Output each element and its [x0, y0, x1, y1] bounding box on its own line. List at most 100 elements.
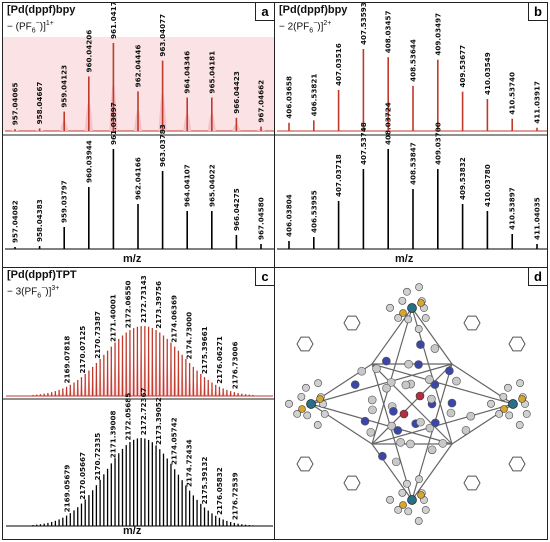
b-sim-peak-label: 407.03718	[334, 154, 343, 197]
b-exp-peak-label: 411.03917	[533, 81, 542, 124]
a-exp-peak-label: 963.04077	[158, 14, 167, 57]
d-bond	[371, 363, 514, 405]
d-p-atom	[316, 395, 324, 403]
a-exp-peak-label: 961.04171	[109, 3, 118, 39]
d-atom	[320, 410, 329, 418]
d-atom	[427, 445, 437, 455]
d-p-atom	[298, 405, 306, 413]
c-exp-peak-label: 2176.06271	[215, 336, 224, 384]
d-phenyl-ring	[508, 336, 526, 352]
d-atom	[461, 425, 471, 435]
b-exp-peak-label: 406.53821	[309, 74, 318, 117]
d-p-atom	[518, 395, 526, 403]
d-metal-atom	[407, 303, 417, 313]
c-exp-peak-label: 2171.40001	[108, 294, 117, 342]
panel-b: 406.03658 406.53821 407.03516 407.53593 408.…	[274, 2, 548, 268]
panel-c: 2169.07818 2170.07125 2170.73387 2171.40001…	[2, 267, 275, 540]
d-atom	[396, 438, 405, 447]
a-exp-peak-label: 962.04446	[134, 45, 143, 88]
b-exp-peak-label: 407.53593	[359, 3, 368, 45]
a-exp-peak-label: 967.04662	[257, 80, 266, 123]
d-atom	[398, 488, 407, 497]
a-sim-peak-label: 959.03797	[60, 180, 69, 223]
c-exp-peak-label: 2174.73000	[185, 312, 194, 360]
a-sim-peak-label: 965.04022	[207, 164, 216, 207]
d-p-atom	[399, 501, 407, 509]
c-exp-peak-label: 2169.07818	[63, 336, 72, 384]
c-exp-peak-label: 2176.73006	[231, 342, 240, 390]
panel-a-letter: a	[255, 3, 274, 21]
a-exp-peak-label: 965.04181	[207, 51, 216, 94]
d-atom	[372, 364, 381, 374]
b-exp-peak-label: 410.03549	[483, 52, 492, 95]
d-atom	[303, 411, 312, 420]
panel-c-title: [Pd(dppf)TPT	[7, 269, 77, 282]
c-sim-peak-label: 2176.05832	[215, 467, 224, 515]
c-exp-peak-label: 2172.06550	[124, 280, 133, 328]
d-atom	[403, 287, 411, 296]
a-sim-peak-label: 964.04107	[183, 164, 192, 207]
d-atom	[386, 495, 394, 504]
a-exp-peak-label: 957.04065	[11, 82, 20, 125]
d-atom	[382, 356, 391, 366]
spectrum-c: 2169.07818 2170.07125 2170.73387 2171.40001…	[3, 275, 274, 527]
d-atom	[398, 296, 407, 305]
d-atom	[406, 439, 415, 449]
b-sim-peak-label: 408.53847	[409, 142, 418, 185]
c-exp-peak-label: 2174.06369	[169, 295, 178, 343]
d-bond	[310, 403, 453, 445]
d-metal-atom	[306, 399, 316, 409]
d-atom	[414, 360, 423, 369]
panel-d: d	[274, 267, 548, 540]
d-atom	[452, 376, 461, 386]
panel-c-subtitle: − 3(PF6−)]3+	[7, 285, 60, 300]
d-atom	[425, 423, 435, 433]
c-sim-peak-label: 2174.72434	[185, 439, 194, 487]
d-atom	[415, 475, 423, 484]
d-phenyl-ring	[343, 315, 361, 331]
d-atom	[378, 451, 387, 461]
b-exp-peak-label: 406.03658	[285, 76, 294, 119]
c-exp-peak-label: 2172.73143	[139, 275, 148, 323]
d-atom	[414, 517, 423, 525]
d-atom	[447, 398, 457, 408]
d-atom	[387, 421, 397, 431]
d-atom	[495, 409, 504, 418]
d-atom	[416, 417, 425, 427]
d-atom	[367, 395, 377, 405]
spectrum-b: 406.03658 406.53821 407.03516 407.53593 408.…	[275, 3, 547, 250]
d-atom	[393, 426, 403, 435]
d-atom	[414, 325, 423, 333]
d-phenyl-ring	[463, 475, 481, 491]
d-atom	[438, 439, 448, 448]
a-exp-peak-label: 966.04423	[232, 71, 241, 114]
d-atom	[314, 379, 322, 388]
d-atom	[515, 421, 524, 429]
d-phenyl-ring	[343, 475, 361, 491]
d-atom	[522, 410, 531, 418]
b-sim-peak-label: 410.03780	[483, 164, 492, 207]
a-exp-peak-label: 960.04206	[84, 30, 93, 73]
b-exp-peak-label: 408.03457	[384, 10, 393, 53]
b-sim-peak-label: 408.03724	[384, 102, 393, 145]
d-atom	[516, 379, 524, 388]
c-sim-peak-label: 2175.39132	[200, 457, 209, 505]
d-atom	[389, 407, 398, 416]
d-atom	[404, 359, 413, 369]
a-sim-peak-label: 967.04580	[257, 197, 266, 240]
panel-c-letter: c	[255, 268, 274, 286]
d-bond	[411, 307, 453, 365]
d-atom	[285, 399, 293, 408]
d-bond	[371, 363, 413, 501]
d-atom	[386, 378, 396, 387]
c-sim-peak-label: 2172.05685	[124, 393, 133, 441]
d-atom	[350, 380, 360, 389]
d-p-atom	[500, 405, 508, 413]
a-sim-peak-label: 963.03783	[158, 124, 167, 167]
b-sim-peak-label: 410.53897	[508, 187, 517, 230]
a-exp-peak-label: 964.04346	[183, 51, 192, 94]
d-p-atom	[417, 491, 425, 499]
d-atom	[391, 457, 401, 467]
b-exp-peak-label: 410.53740	[508, 72, 517, 115]
a-sim-peak-label: 960.03944	[84, 140, 93, 183]
